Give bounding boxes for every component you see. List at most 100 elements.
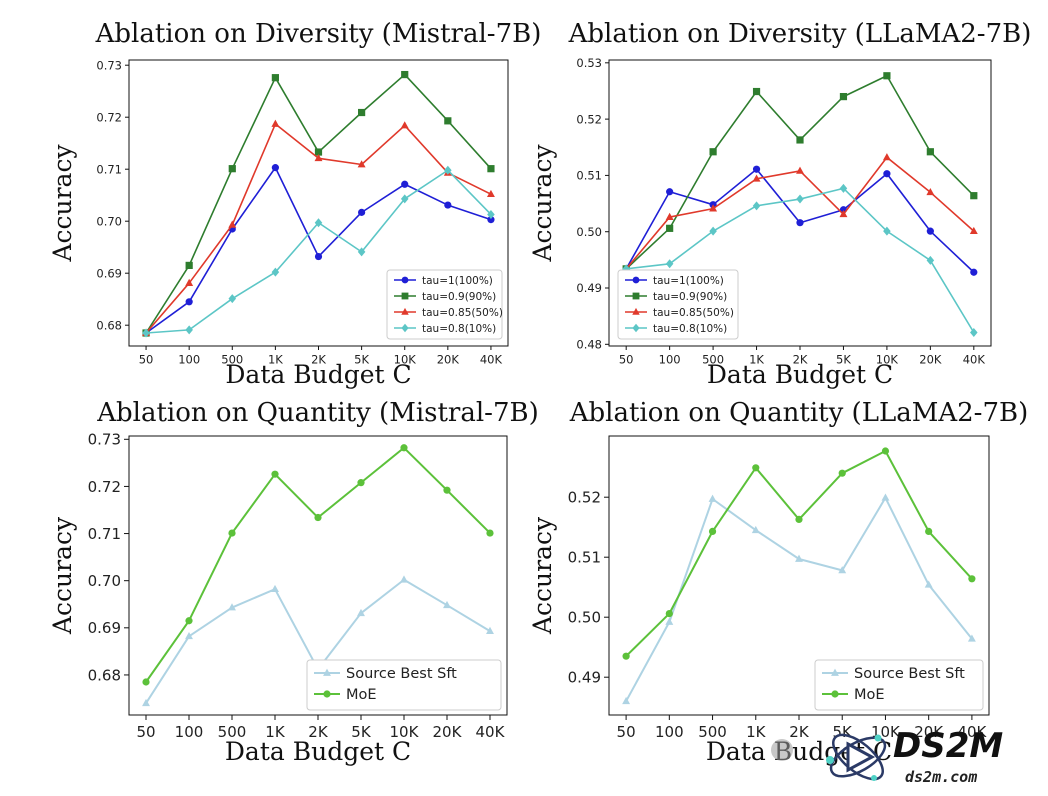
x-tick-label: 2K — [308, 723, 329, 741]
y-tick-label: 0.68 — [96, 318, 122, 332]
legend-entry-label: tau=0.85(50%) — [653, 307, 734, 319]
data-point — [486, 529, 494, 537]
legend-box — [814, 659, 984, 711]
x-tick-label: 10K — [390, 723, 420, 741]
y-tick-label: 0.49 — [576, 281, 602, 295]
x-tick-label: 10K — [394, 353, 417, 367]
legend-entry-label: tau=1(100%) — [422, 275, 493, 287]
data-point — [665, 259, 674, 269]
watermark-url: ds2m.com — [905, 768, 977, 786]
data-point — [400, 194, 409, 204]
data-point — [926, 227, 934, 235]
chart-panel-2: Ablation on Diversity (LLaMA2-7B) 0.48 0.4… — [528, 19, 1031, 389]
atom-dot-icon — [874, 734, 882, 742]
chart-panel-1: Ablation on Diversity (Mistral-7B) 0.68 0.… — [48, 19, 541, 389]
data-point — [401, 70, 409, 79]
x-tick-label: 50 — [136, 723, 155, 741]
legend-swatch-marker — [632, 292, 640, 300]
x-tick-label: 20K — [919, 353, 942, 367]
data-point — [228, 603, 236, 611]
data-point — [185, 631, 193, 640]
legend-swatch-marker — [632, 323, 640, 333]
x-tick-label: 5K — [836, 353, 851, 367]
data-point — [444, 117, 452, 125]
data-point — [970, 268, 978, 276]
chart-title: Ablation on Diversity (LLaMA2-7B) — [568, 19, 1032, 49]
data-point — [271, 584, 279, 593]
legend-entry-label: tau=0.8(10%) — [653, 323, 727, 335]
data-point — [228, 529, 236, 537]
x-tick-label: 500 — [698, 723, 727, 741]
data-point — [142, 678, 150, 686]
data-point — [358, 208, 366, 216]
x-axis-label: Data Budget C — [225, 737, 411, 766]
data-point — [708, 527, 717, 536]
data-point — [881, 447, 890, 455]
x-tick-label: 50 — [617, 723, 636, 741]
data-point — [358, 108, 366, 117]
data-point — [839, 92, 848, 101]
data-point — [665, 610, 673, 618]
data-point — [487, 209, 495, 219]
data-point — [314, 153, 323, 162]
data-point — [883, 170, 891, 178]
chart-title: Ablation on Quantity (Mistral-7B) — [96, 398, 539, 428]
legend-entry-label: tau=0.8(10%) — [422, 323, 496, 335]
data-point — [709, 226, 717, 236]
data-point — [357, 479, 365, 487]
data-point — [142, 698, 150, 707]
data-point — [400, 121, 409, 129]
x-tick-label: 500 — [218, 723, 247, 741]
data-point — [752, 464, 760, 472]
legend-entry-label: MoE — [346, 687, 377, 703]
series-Source Best Sft — [622, 493, 976, 705]
data-point — [400, 575, 408, 583]
data-point — [924, 580, 933, 588]
legend-swatch-marker — [831, 668, 839, 676]
data-point — [314, 218, 323, 228]
data-point — [142, 328, 150, 338]
y-tick-label: 0.69 — [88, 619, 121, 637]
legend-swatch-marker — [632, 307, 640, 315]
y-tick-label: 0.73 — [88, 431, 121, 449]
x-tick-label: 20K — [437, 353, 460, 367]
data-point — [838, 566, 847, 574]
x-tick-label: 1K — [265, 723, 286, 741]
data-point — [486, 626, 494, 634]
x-tick-label: 20K — [914, 723, 944, 741]
data-point — [486, 189, 495, 198]
x-tick-label: 20K — [433, 723, 463, 741]
data-point — [838, 469, 846, 477]
data-point — [883, 226, 891, 236]
data-point — [314, 513, 322, 522]
y-tick-label: 0.71 — [96, 162, 122, 176]
series-tau=0.8(10%) — [622, 183, 978, 337]
x-tick-label: 500 — [221, 353, 243, 367]
y-axis-label: Accuracy — [528, 516, 557, 635]
data-point — [228, 165, 236, 173]
data-point — [926, 187, 935, 196]
data-point — [752, 87, 761, 96]
legend-entry-label: tau=0.9(90%) — [653, 291, 727, 303]
data-point — [752, 174, 761, 182]
x-tick-label: 2K — [793, 353, 808, 367]
watermark-brand: DS2M — [893, 726, 1003, 766]
y-tick-label: 0.71 — [88, 525, 121, 543]
data-point — [839, 183, 848, 193]
data-point — [185, 261, 193, 269]
data-point — [444, 165, 452, 175]
y-tick-label: 0.48 — [576, 337, 602, 351]
legend-box — [386, 269, 503, 340]
data-point — [751, 525, 760, 534]
x-tick-label: 50 — [619, 353, 634, 367]
y-tick-label: 0.72 — [88, 478, 121, 496]
data-point — [443, 600, 451, 609]
data-point — [271, 267, 280, 277]
data-point — [795, 554, 803, 562]
y-tick-label: 0.72 — [96, 110, 122, 124]
chart-title: Ablation on Diversity (Mistral-7B) — [95, 19, 542, 49]
data-point — [400, 444, 408, 452]
y-axis-label: Accuracy — [528, 144, 557, 263]
data-point — [487, 165, 495, 173]
